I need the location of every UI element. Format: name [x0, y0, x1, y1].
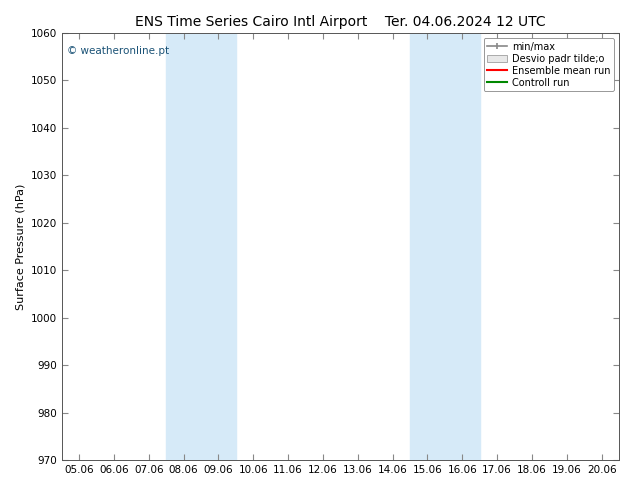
Bar: [410, 33, 480, 460]
Legend: min/max, Desvio padr tilde;o, Ensemble mean run, Controll run: min/max, Desvio padr tilde;o, Ensemble m…: [484, 38, 614, 92]
Y-axis label: Surface Pressure (hPa): Surface Pressure (hPa): [15, 183, 25, 310]
Title: ENS Time Series Cairo Intl Airport    Ter. 04.06.2024 12 UTC: ENS Time Series Cairo Intl Airport Ter. …: [135, 15, 546, 29]
Text: © weatheronline.pt: © weatheronline.pt: [67, 46, 169, 56]
Bar: [166, 33, 236, 460]
